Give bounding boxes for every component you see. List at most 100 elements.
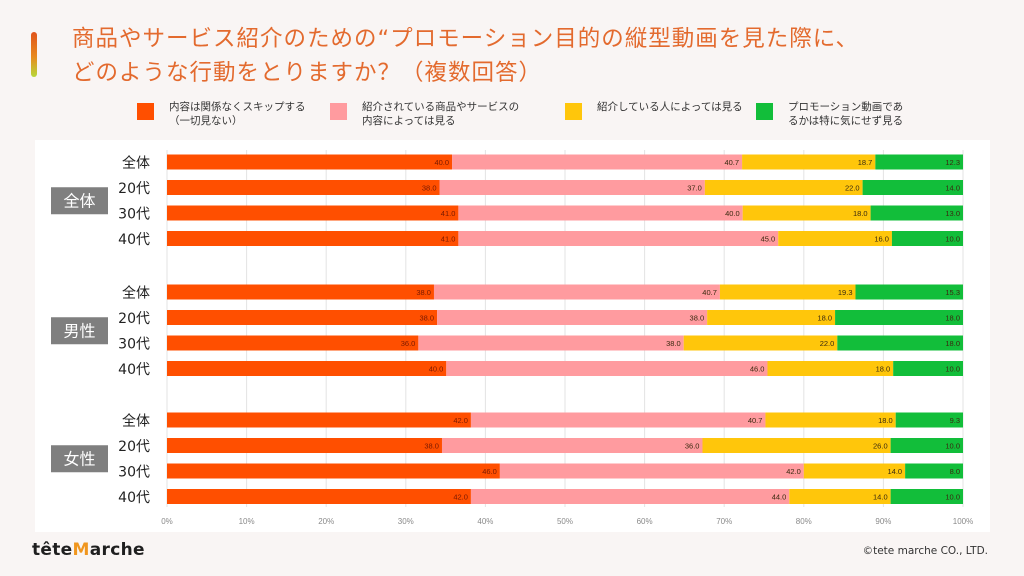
data-label: 46.0 <box>750 365 765 374</box>
chart-title: 商品やサービス紹介のための“プロモーション目的の縦型動画を見た際に、 どのような… <box>72 22 859 90</box>
data-label: 10.0 <box>945 442 960 451</box>
legend-swatch-person <box>565 103 582 120</box>
bar-segment <box>890 438 963 453</box>
category-label: 全体 <box>122 285 150 302</box>
legend-label-content: 紹介されている商品やサービスの 内容によっては見る <box>362 101 520 127</box>
category-label: 30代 <box>118 337 150 353</box>
bar-segment <box>742 154 876 170</box>
data-label: 18.0 <box>878 416 893 425</box>
bar-segment <box>835 310 963 325</box>
bar-segment <box>167 284 434 300</box>
data-label: 40.7 <box>702 288 717 297</box>
legend-swatch-regardless <box>756 103 773 120</box>
bar-segment <box>719 284 856 300</box>
legend-swatch-skip <box>137 103 154 120</box>
data-label: 40.0 <box>429 365 444 374</box>
data-label: 41.0 <box>441 209 456 218</box>
data-label: 40.7 <box>748 416 763 425</box>
bar-segment <box>683 335 838 351</box>
data-label: 10.0 <box>945 493 960 502</box>
title-line-2: どのような行動をとりますか？（複数回答） <box>72 60 543 86</box>
data-label: 42.0 <box>453 493 468 502</box>
x-tick-label: 50% <box>557 517 573 526</box>
bar-segment <box>890 489 963 504</box>
bar-segment <box>167 412 471 428</box>
bar-segment <box>789 489 891 504</box>
x-tick-label: 30% <box>398 517 414 526</box>
data-label: 37.0 <box>687 184 702 193</box>
bar-segment <box>167 335 419 351</box>
data-label: 19.3 <box>838 288 853 297</box>
category-label: 20代 <box>118 439 150 455</box>
data-label: 36.0 <box>685 442 700 451</box>
title-accent-bar <box>31 32 37 77</box>
data-label: 18.7 <box>858 158 873 167</box>
legend-swatch-content <box>330 103 347 120</box>
legend-label-skip: 内容は関係なくスキップする （一切見ない） <box>169 101 306 127</box>
data-label: 18.0 <box>876 365 891 374</box>
bar-segment <box>439 180 705 195</box>
bar-segment <box>458 231 779 246</box>
data-label: 22.0 <box>820 339 835 348</box>
bar-segment <box>803 463 906 479</box>
bar-segment <box>433 284 720 300</box>
data-label: 45.0 <box>761 235 776 244</box>
bar-segment <box>452 154 743 170</box>
category-label: 30代 <box>118 207 150 223</box>
bar-segment <box>167 205 459 221</box>
bar-segment <box>437 310 708 325</box>
data-label: 38.0 <box>666 339 681 348</box>
bar-segment <box>167 310 438 325</box>
bar-segment <box>167 180 440 195</box>
legend-item-content: 紹介されている商品やサービスの 内容によっては見る <box>330 100 519 128</box>
group-label-box <box>51 445 108 473</box>
bar-segment <box>837 335 963 351</box>
data-label: 16.0 <box>874 235 889 244</box>
bar-segment <box>167 489 471 504</box>
data-label: 40.0 <box>725 209 740 218</box>
group-label: 女性 <box>63 449 95 468</box>
legend-item-person: 紹介している人によっては見る <box>565 100 743 120</box>
bar-segment <box>765 412 896 428</box>
data-label: 8.0 <box>950 467 960 476</box>
bar-segment <box>891 231 963 246</box>
bar-segment <box>767 361 894 376</box>
category-label: 全体 <box>122 413 150 430</box>
data-label: 18.0 <box>853 209 868 218</box>
legend-item-regardless: プロモーション動画であ るかは特に気にせず見る <box>756 100 903 128</box>
bar-segment <box>704 180 863 195</box>
bar-segment <box>707 310 836 325</box>
title-line-1: 商品やサービス紹介のための“プロモーション目的の縦型動画を見た際に、 <box>72 26 860 52</box>
bar-segment <box>167 463 500 479</box>
category-label: 20代 <box>118 181 150 197</box>
data-label: 42.0 <box>786 467 801 476</box>
bar-segment <box>446 361 768 376</box>
bar-segment <box>499 463 804 479</box>
data-label: 44.0 <box>772 493 787 502</box>
bar-segment <box>167 231 459 246</box>
data-label: 22.0 <box>845 184 860 193</box>
data-label: 38.0 <box>416 288 431 297</box>
data-label: 10.0 <box>945 235 960 244</box>
bar-segment <box>167 154 453 170</box>
data-label: 15.3 <box>945 288 960 297</box>
category-label: 40代 <box>118 232 150 248</box>
data-label: 13.0 <box>945 209 960 218</box>
bar-segment <box>702 438 891 453</box>
bar-segment <box>742 205 871 221</box>
data-label: 41.0 <box>441 235 456 244</box>
logo-crown-m: M <box>72 540 90 560</box>
bar-segment <box>905 463 963 479</box>
data-label: 40.7 <box>724 158 739 167</box>
data-label: 38.0 <box>419 314 434 323</box>
data-label: 38.0 <box>424 442 439 451</box>
bar-segment <box>855 284 963 300</box>
bar-segment <box>875 154 963 170</box>
data-label: 14.0 <box>945 184 960 193</box>
data-label: 9.3 <box>950 416 960 425</box>
data-label: 18.0 <box>945 314 960 323</box>
data-label: 46.0 <box>482 467 497 476</box>
data-label: 18.0 <box>945 339 960 348</box>
x-tick-label: 70% <box>716 517 732 526</box>
